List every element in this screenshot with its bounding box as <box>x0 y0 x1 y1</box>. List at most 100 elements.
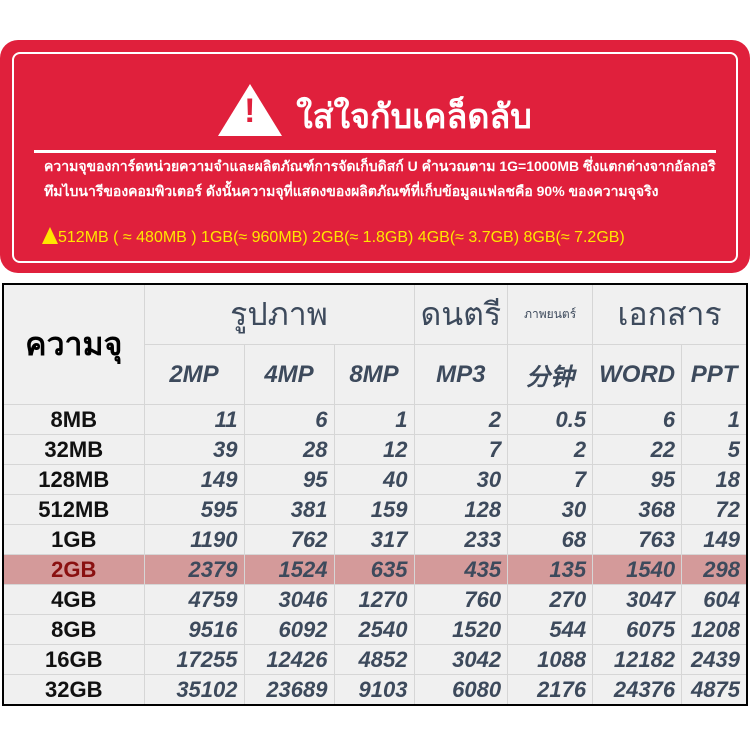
table-cell: 9103 <box>333 674 415 706</box>
table-cell: 22 <box>592 434 683 465</box>
banner-border <box>12 52 738 263</box>
table-row: 32GB 35102 23689 9103 6080 2176 24376 4875 <box>2 674 748 706</box>
table-cell: 1 <box>681 404 748 435</box>
table-cell: 2540 <box>333 614 415 645</box>
column-header: WORD <box>592 344 683 405</box>
table-cell: 95 <box>592 464 683 495</box>
table-cell: 760 <box>413 584 509 615</box>
row-capacity: 32GB <box>2 674 145 706</box>
table-cell: 28 <box>243 434 335 465</box>
table-cell: 12 <box>333 434 415 465</box>
banner-title: ! ใส่ใจกับเคล็ดลับ <box>0 84 750 143</box>
table-row: 8MB 11 6 1 2 0.5 6 1 <box>2 404 748 435</box>
capacity-header: ความจุ <box>2 283 145 405</box>
table-cell: 40 <box>333 464 415 495</box>
table-row: 32MB 39 28 12 7 2 22 5 <box>2 434 748 465</box>
row-capacity: 8MB <box>2 404 145 435</box>
table-cell: 30 <box>507 494 594 525</box>
row-capacity: 16GB <box>2 644 145 675</box>
table-cell: 233 <box>413 524 509 555</box>
table-cell: 604 <box>681 584 748 615</box>
table-cell: 159 <box>333 494 415 525</box>
row-capacity: 512MB <box>2 494 145 525</box>
capacity-table: ความจุ รูปภาพ ดนตรี ภาพยนตร์ เอกสาร 2MP 4… <box>2 283 748 706</box>
group-photo: รูปภาพ <box>143 283 415 345</box>
table-cell: 18 <box>681 464 748 495</box>
row-capacity: 32MB <box>2 434 145 465</box>
table-cell: 317 <box>333 524 415 555</box>
column-header: 分钟 <box>507 344 594 405</box>
table-row: 8GB 9516 6092 2540 1520 544 6075 1208 <box>2 614 748 645</box>
row-capacity: 1GB <box>2 524 145 555</box>
table-row: 128MB 149 95 40 30 7 95 18 <box>2 464 748 495</box>
table-cell: 2 <box>413 404 509 435</box>
table-cell: 6080 <box>413 674 509 706</box>
table-row: 2GB 2379 1524 635 435 135 1540 298 <box>2 554 748 585</box>
table-row: 4GB 4759 3046 1270 760 270 3047 604 <box>2 584 748 615</box>
table-cell: 6 <box>592 404 683 435</box>
column-header: 4MP <box>243 344 335 405</box>
table-cell: 17255 <box>143 644 245 675</box>
group-movie: ภาพยนตร์ <box>507 283 594 345</box>
table-cell: 1540 <box>592 554 683 585</box>
warning-icon: ! <box>218 84 283 136</box>
table-cell: 24376 <box>592 674 683 706</box>
table-cell: 9516 <box>143 614 245 645</box>
group-document: เอกสาร <box>592 283 748 345</box>
table-cell: 435 <box>413 554 509 585</box>
table-cell: 12426 <box>243 644 335 675</box>
capacity-approx: 512MB ( ≈ 480MB ) 1GB(≈ 960MB) 2GB(≈ 1.8… <box>42 227 625 247</box>
table-cell: 3046 <box>243 584 335 615</box>
table-row: 1GB 1190 762 317 233 68 763 149 <box>2 524 748 555</box>
table-cell: 635 <box>333 554 415 585</box>
table-cell: 1208 <box>681 614 748 645</box>
table-cell: 4759 <box>143 584 245 615</box>
table-cell: 7 <box>507 464 594 495</box>
table-cell: 6 <box>243 404 335 435</box>
column-header: MP3 <box>413 344 509 405</box>
divider <box>34 150 716 153</box>
column-header: 2MP <box>143 344 245 405</box>
column-header: PPT <box>681 344 748 405</box>
table-cell: 39 <box>143 434 245 465</box>
table-cell: 0.5 <box>507 404 594 435</box>
table-cell: 1 <box>333 404 415 435</box>
row-capacity: 128MB <box>2 464 145 495</box>
table-row: 512MB 595 381 159 128 30 368 72 <box>2 494 748 525</box>
table-cell: 2 <box>507 434 594 465</box>
approx-text: 512MB ( ≈ 480MB ) 1GB(≈ 960MB) 2GB(≈ 1.8… <box>58 229 625 246</box>
table-cell: 595 <box>143 494 245 525</box>
table-cell: 5 <box>681 434 748 465</box>
row-capacity: 8GB <box>2 614 145 645</box>
banner-title-text: ใส่ใจกับเคล็ดลับ <box>296 98 532 136</box>
table-cell: 2176 <box>507 674 594 706</box>
table-cell: 1524 <box>243 554 335 585</box>
table-cell: 149 <box>681 524 748 555</box>
table-cell: 6092 <box>243 614 335 645</box>
table-cell: 1088 <box>507 644 594 675</box>
table-cell: 68 <box>507 524 594 555</box>
table-cell: 4852 <box>333 644 415 675</box>
table-cell: 35102 <box>143 674 245 706</box>
table-cell: 2439 <box>681 644 748 675</box>
column-header: 8MP <box>333 344 415 405</box>
table-cell: 3042 <box>413 644 509 675</box>
group-music: ดนตรี <box>413 283 509 345</box>
banner-note: ความจุของการ์ดหน่วยความจำและผลิตภัณฑ์การ… <box>44 158 716 199</box>
table-cell: 763 <box>592 524 683 555</box>
table-cell: 1270 <box>333 584 415 615</box>
table-cell: 135 <box>507 554 594 585</box>
table-cell: 30 <box>413 464 509 495</box>
table-cell: 298 <box>681 554 748 585</box>
table-cell: 3047 <box>592 584 683 615</box>
table-cell: 95 <box>243 464 335 495</box>
table-cell: 149 <box>143 464 245 495</box>
table-cell: 72 <box>681 494 748 525</box>
table-cell: 1190 <box>143 524 245 555</box>
table-cell: 128 <box>413 494 509 525</box>
table-cell: 381 <box>243 494 335 525</box>
table-cell: 544 <box>507 614 594 645</box>
table-cell: 1520 <box>413 614 509 645</box>
table-cell: 11 <box>143 404 245 435</box>
table-cell: 7 <box>413 434 509 465</box>
